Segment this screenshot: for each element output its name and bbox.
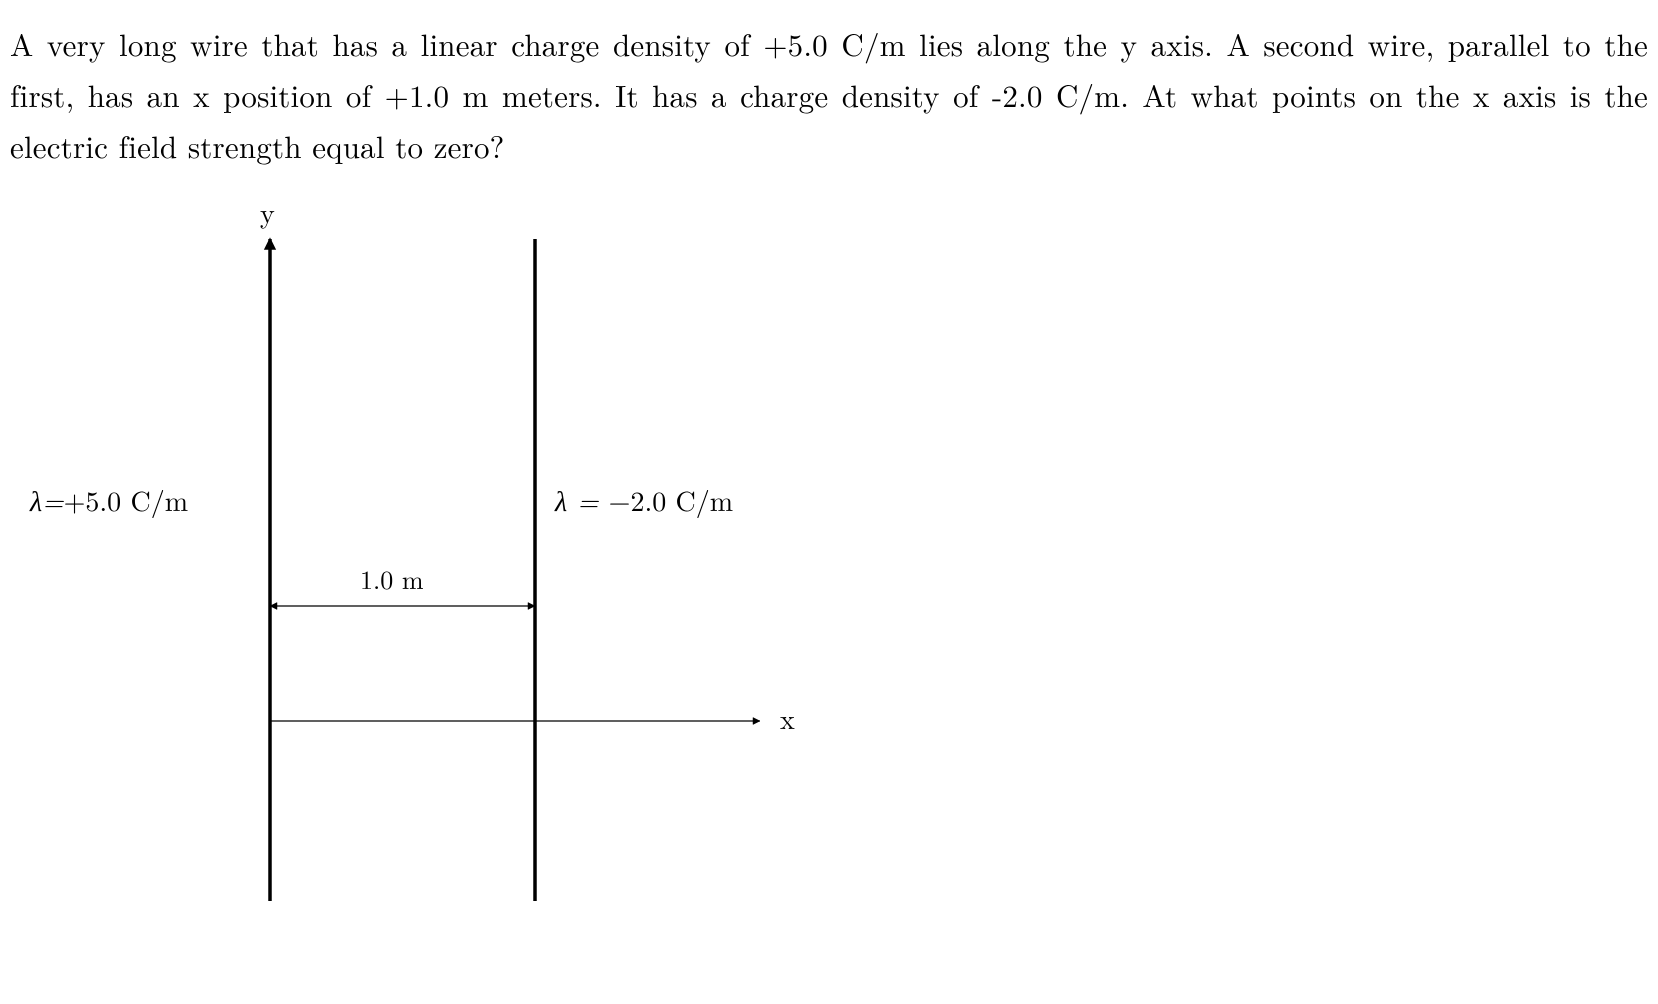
separation-label: 1.0 m <box>360 560 424 597</box>
x-axis-label: x <box>780 698 795 738</box>
page: A very long wire that has a linear charg… <box>0 0 1658 1004</box>
diagram-container: y x λ=+5.0 C/m λ = −2.0 C/m 1.0 m <box>10 181 1010 961</box>
diagram-bg <box>10 181 1010 961</box>
wire-2-lambda-label: λ = −2.0 C/m <box>554 480 733 520</box>
problem-statement: A very long wire that has a linear charg… <box>10 18 1648 171</box>
two-wire-diagram: y x λ=+5.0 C/m λ = −2.0 C/m 1.0 m <box>10 181 1010 961</box>
wire-1-lambda-label: λ=+5.0 C/m <box>29 480 188 520</box>
y-axis-label: y <box>260 192 275 232</box>
